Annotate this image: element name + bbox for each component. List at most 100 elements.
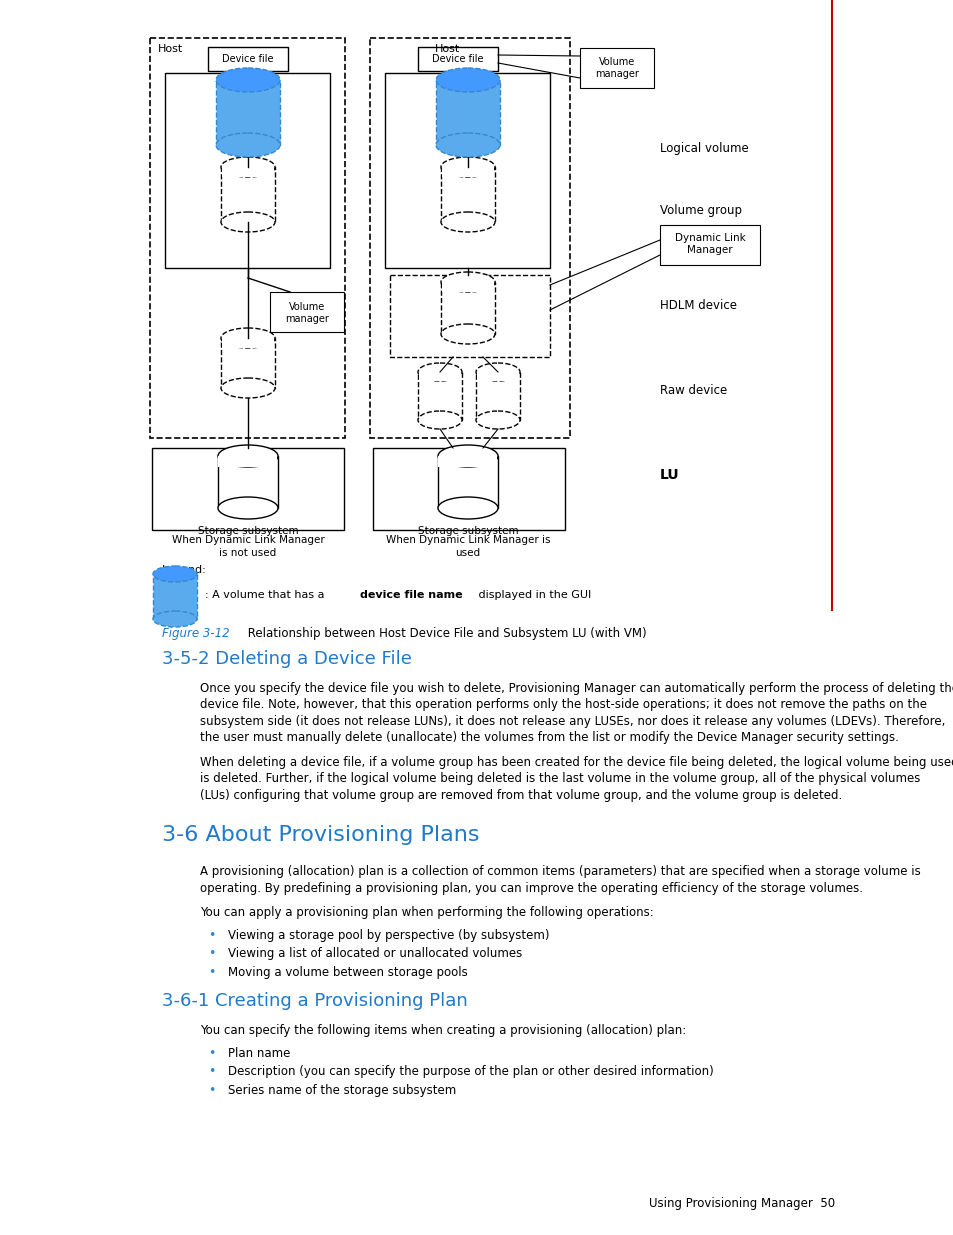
Ellipse shape xyxy=(221,329,274,348)
Text: device file name: device file name xyxy=(359,590,462,600)
Bar xyxy=(216,80,278,91)
Text: Plan name: Plan name xyxy=(228,1047,290,1060)
Ellipse shape xyxy=(218,496,277,519)
Text: operating. By predefining a provisioning plan, you can improve the operating eff: operating. By predefining a provisioning… xyxy=(200,882,862,895)
Ellipse shape xyxy=(436,68,499,91)
Ellipse shape xyxy=(440,157,495,177)
Text: 3-6-1 Creating a Provisioning Plan: 3-6-1 Creating a Provisioning Plan xyxy=(162,993,467,1010)
Text: the user must manually delete (unallocate) the volumes from the list or modify t: the user must manually delete (unallocat… xyxy=(200,731,898,745)
Text: Logical volume: Logical volume xyxy=(659,142,748,154)
Text: Viewing a storage pool by perspective (by subsystem): Viewing a storage pool by perspective (b… xyxy=(228,929,549,942)
Ellipse shape xyxy=(221,157,274,177)
Text: Volume group: Volume group xyxy=(659,204,741,216)
Text: LU: LU xyxy=(659,468,679,482)
Text: Storage subsystem: Storage subsystem xyxy=(197,526,298,536)
Text: You can apply a provisioning plan when performing the following operations:: You can apply a provisioning plan when p… xyxy=(200,906,653,920)
Text: Relationship between Host Device File and Subsystem LU (with VM): Relationship between Host Device File an… xyxy=(244,627,646,640)
Ellipse shape xyxy=(152,611,196,627)
Ellipse shape xyxy=(440,272,495,291)
Text: •: • xyxy=(208,1066,215,1078)
Bar xyxy=(418,372,460,382)
Text: Host: Host xyxy=(158,44,183,54)
Ellipse shape xyxy=(440,324,495,345)
Text: •: • xyxy=(208,1084,215,1097)
Ellipse shape xyxy=(476,411,519,429)
Text: Volume
manager: Volume manager xyxy=(285,303,329,325)
Text: A provisioning (allocation) plan is a collection of common items (parameters) th: A provisioning (allocation) plan is a co… xyxy=(200,866,920,878)
Text: (LUs) configuring that volume group are removed from that volume group, and the : (LUs) configuring that volume group are … xyxy=(200,789,841,802)
Text: You can specify the following items when creating a provisioning (allocation) pl: You can specify the following items when… xyxy=(200,1025,685,1037)
Bar xyxy=(659,225,760,266)
Text: •: • xyxy=(208,929,215,942)
Bar xyxy=(222,167,274,177)
Bar xyxy=(441,167,494,177)
Bar xyxy=(436,80,499,144)
Bar xyxy=(440,167,495,222)
Bar xyxy=(218,456,277,467)
Bar xyxy=(417,372,461,420)
Text: •: • xyxy=(208,1047,215,1060)
Text: Once you specify the device file you wish to delete, Provisioning Manager can au: Once you specify the device file you wis… xyxy=(200,682,953,695)
Text: When Dynamic Link Manager is
used: When Dynamic Link Manager is used xyxy=(385,535,550,558)
Text: : A volume that has a: : A volume that has a xyxy=(205,590,328,600)
Bar xyxy=(438,456,497,467)
Ellipse shape xyxy=(221,378,274,398)
Ellipse shape xyxy=(437,496,497,519)
Text: Raw device: Raw device xyxy=(659,384,726,396)
Bar xyxy=(440,282,495,333)
Ellipse shape xyxy=(417,411,461,429)
Bar xyxy=(417,47,497,70)
Text: Volume
manager: Volume manager xyxy=(595,57,639,79)
Ellipse shape xyxy=(218,445,277,467)
Bar xyxy=(373,448,564,530)
Text: device file. Note, however, that this operation performs only the host-side oper: device file. Note, however, that this op… xyxy=(200,699,926,711)
Bar xyxy=(476,372,519,420)
Ellipse shape xyxy=(215,68,280,91)
Bar xyxy=(436,80,498,91)
Text: Legend:: Legend: xyxy=(162,564,207,576)
Bar xyxy=(579,48,654,88)
Bar xyxy=(390,275,550,357)
Bar xyxy=(150,38,345,438)
Text: Using Provisioning Manager  50: Using Provisioning Manager 50 xyxy=(648,1197,834,1210)
Text: Description (you can specify the purpose of the plan or other desired informatio: Description (you can specify the purpose… xyxy=(228,1066,713,1078)
Ellipse shape xyxy=(215,133,280,157)
Bar xyxy=(370,38,569,438)
Text: When deleting a device file, if a volume group has been created for the device f: When deleting a device file, if a volume… xyxy=(200,756,953,769)
Bar xyxy=(385,73,550,268)
Text: subsystem side (it does not release LUNs), it does not release any LUSEs, nor do: subsystem side (it does not release LUNs… xyxy=(200,715,944,727)
Text: When Dynamic Link Manager
is not used: When Dynamic Link Manager is not used xyxy=(172,535,324,558)
Bar xyxy=(208,47,288,70)
Text: displayed in the GUI: displayed in the GUI xyxy=(475,590,591,600)
Text: Host: Host xyxy=(435,44,459,54)
Text: •: • xyxy=(208,947,215,961)
Text: HDLM device: HDLM device xyxy=(659,299,737,311)
Text: Series name of the storage subsystem: Series name of the storage subsystem xyxy=(228,1084,456,1097)
Text: is deleted. Further, if the logical volume being deleted is the last volume in t: is deleted. Further, if the logical volu… xyxy=(200,773,920,785)
Bar xyxy=(153,574,195,580)
Text: •: • xyxy=(208,966,215,979)
Bar xyxy=(215,80,280,144)
Ellipse shape xyxy=(476,363,519,382)
Bar xyxy=(476,372,518,382)
Ellipse shape xyxy=(417,363,461,382)
Ellipse shape xyxy=(440,212,495,232)
Bar xyxy=(218,456,277,508)
Text: Viewing a list of allocated or unallocated volumes: Viewing a list of allocated or unallocat… xyxy=(228,947,521,961)
Text: Device file: Device file xyxy=(432,54,483,64)
Bar xyxy=(165,73,330,268)
Text: 3-6 About Provisioning Plans: 3-6 About Provisioning Plans xyxy=(162,825,479,846)
Text: 3-5-2 Deleting a Device File: 3-5-2 Deleting a Device File xyxy=(162,650,412,668)
Ellipse shape xyxy=(221,212,274,232)
Bar xyxy=(437,456,497,508)
Bar xyxy=(221,338,274,388)
Ellipse shape xyxy=(152,566,196,582)
Bar xyxy=(221,167,274,222)
Bar xyxy=(152,574,196,619)
Text: Dynamic Link
Manager: Dynamic Link Manager xyxy=(674,233,744,256)
Bar xyxy=(222,338,274,348)
Bar xyxy=(441,282,494,291)
Text: Storage subsystem: Storage subsystem xyxy=(417,526,517,536)
Bar xyxy=(270,291,344,332)
Bar xyxy=(152,448,344,530)
